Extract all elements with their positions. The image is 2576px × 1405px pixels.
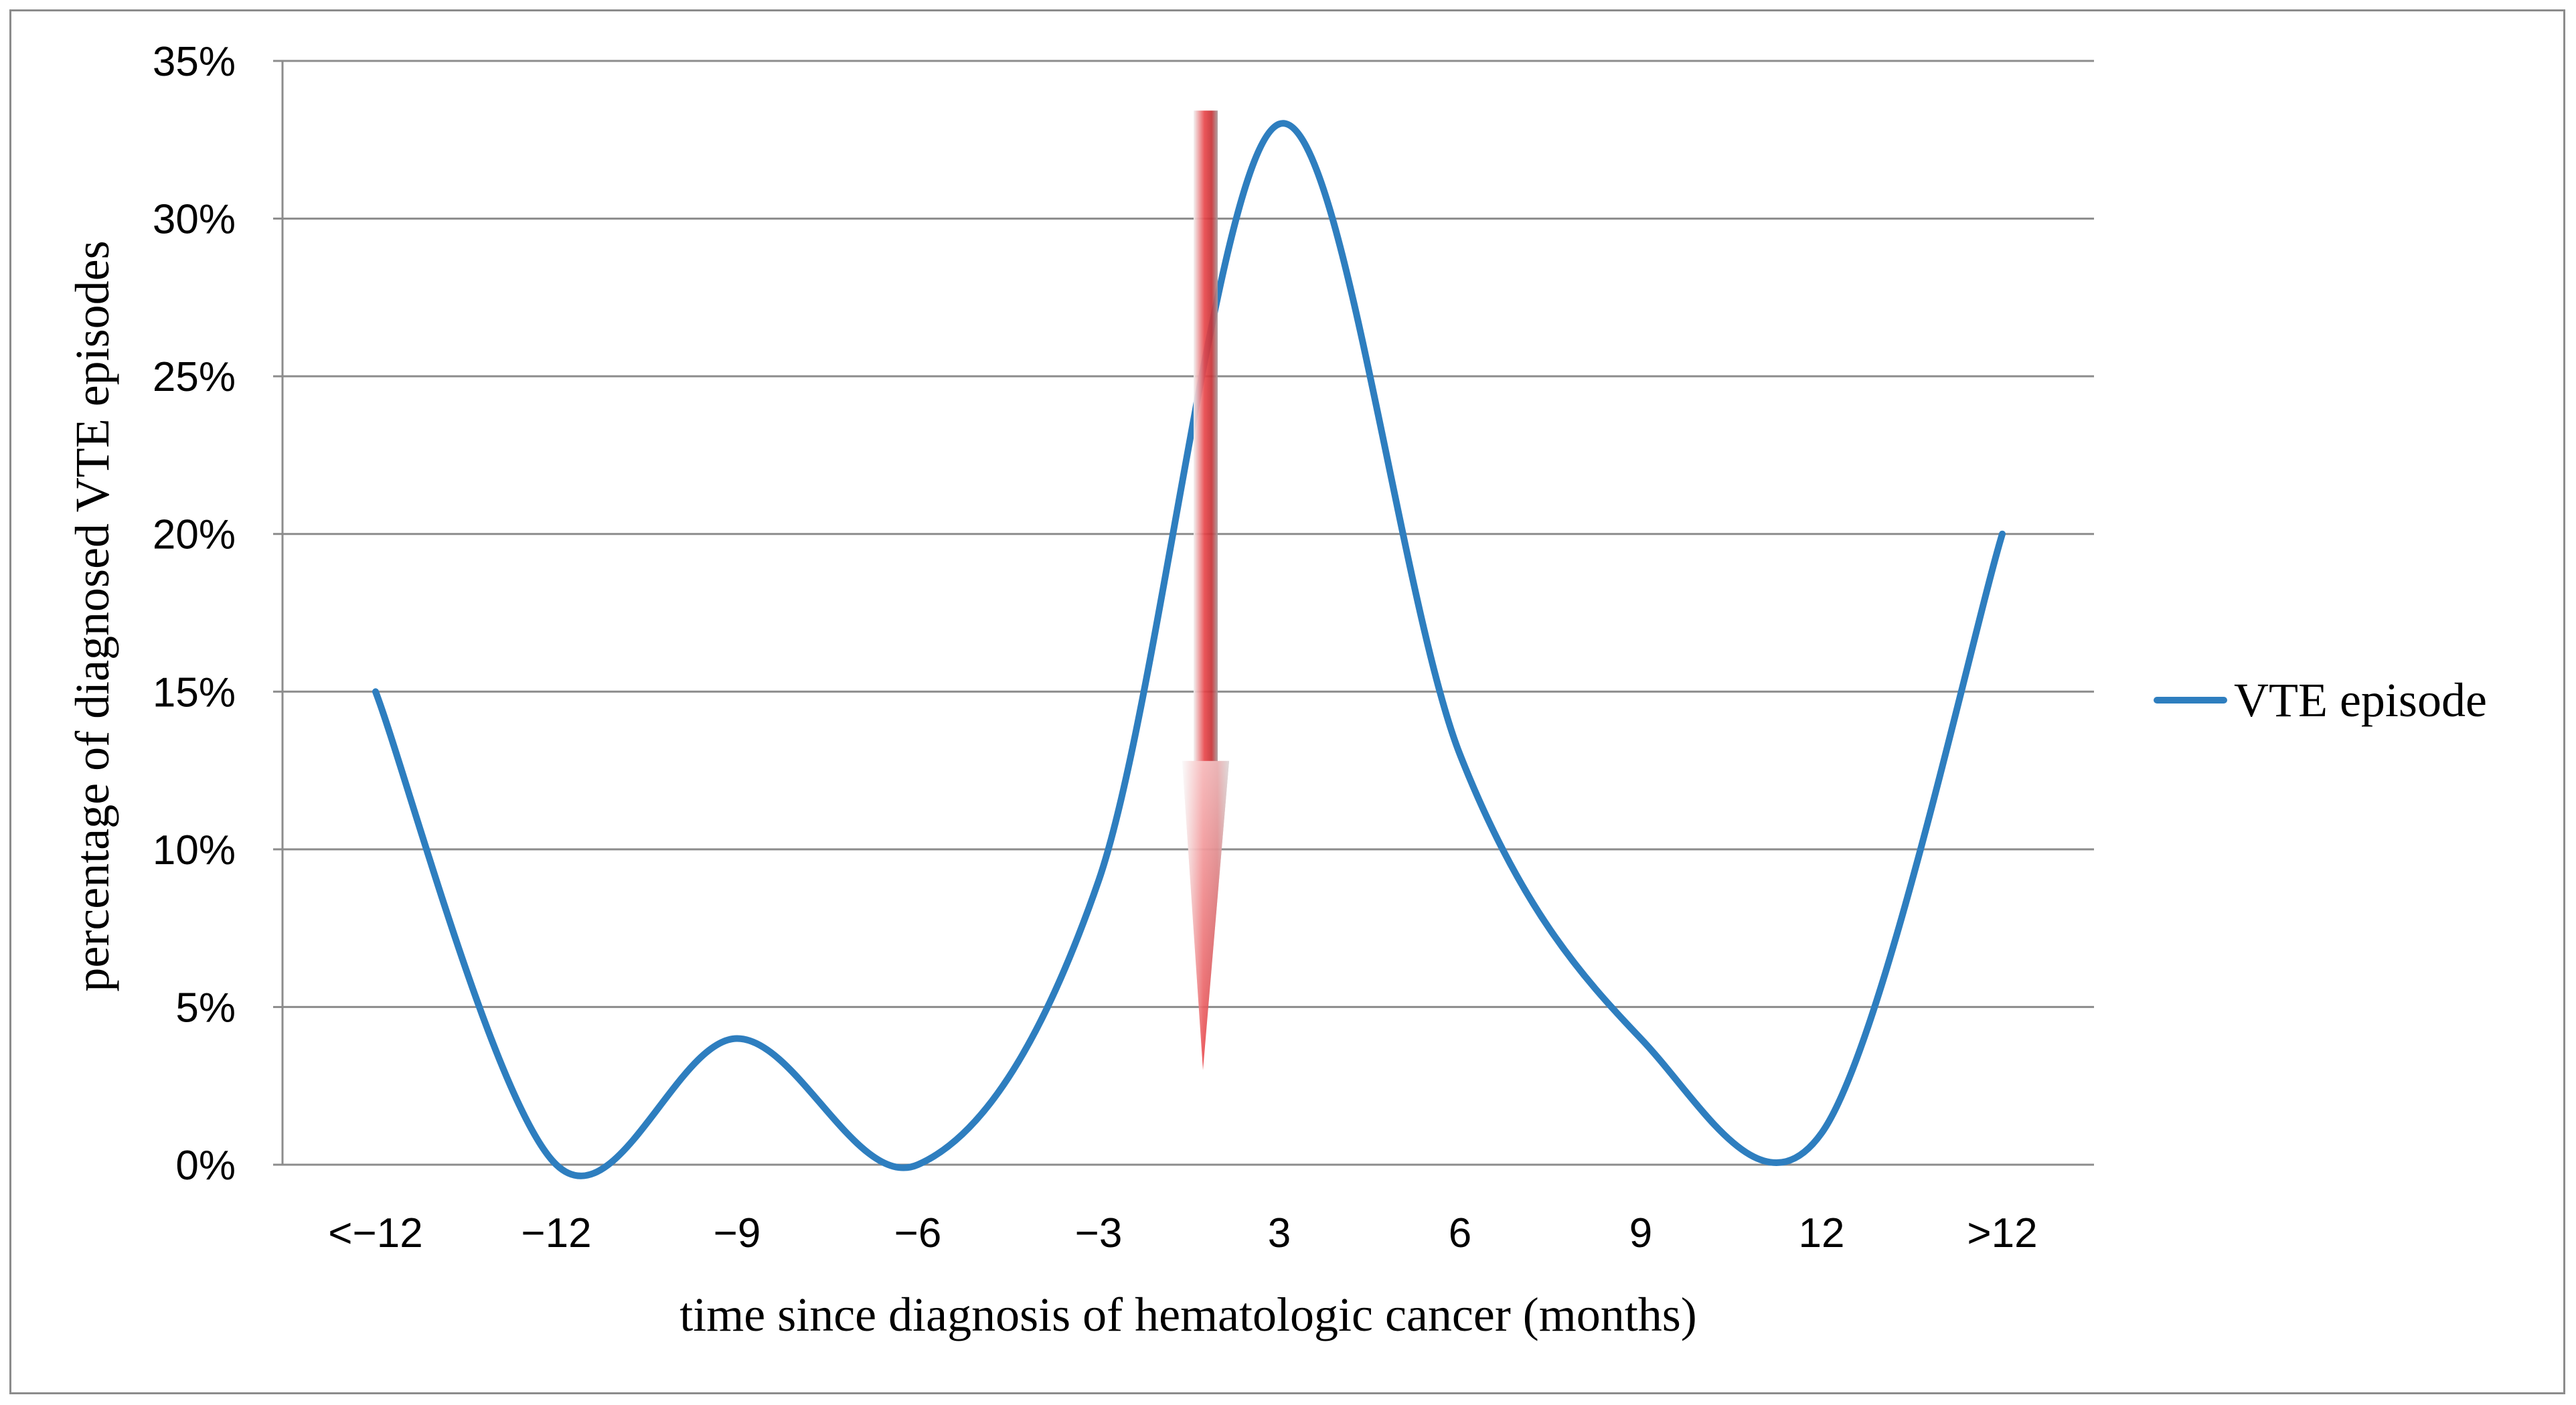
annotation-arrow-shaft — [1194, 110, 1218, 761]
y-tick-label: 5% — [175, 985, 236, 1031]
y-axis-ticks: 0% 5% 10% 15% 20% 25% 30% 35% — [153, 39, 236, 1189]
series-line-vte-episode — [372, 120, 2006, 1179]
annotation-arrow-head-shade — [1182, 760, 1229, 1070]
x-tick-label: −6 — [894, 1210, 942, 1256]
y-tick-label: 15% — [153, 669, 236, 716]
x-tick-label: 3 — [1268, 1210, 1291, 1256]
data-point — [1098, 880, 1099, 882]
y-tick-label: 25% — [153, 354, 236, 400]
x-axis-ticks: <−12 −12 −9 −6 −3 3 6 9 12 >12 — [328, 1210, 2037, 1256]
annotation-arrow — [1182, 110, 1229, 1070]
axes — [273, 60, 2094, 1166]
legend-label-vte-episode: VTE episode — [2234, 673, 2487, 727]
x-tick-label: −9 — [714, 1210, 761, 1256]
data-point — [375, 691, 376, 692]
data-point — [1459, 754, 1461, 756]
y-tick-label: 35% — [153, 39, 236, 85]
x-tick-label: >12 — [1967, 1210, 2037, 1256]
y-axis-title: percentage of diagnosed VTE episodes — [66, 240, 119, 991]
data-point — [556, 1164, 557, 1165]
series-layer — [372, 120, 2006, 1179]
chart-frame — [9, 9, 2565, 1394]
data-point — [2002, 533, 2003, 535]
x-tick-label: 12 — [1799, 1210, 1845, 1256]
x-axis-title: time since diagnosis of hematologic canc… — [679, 1288, 1697, 1341]
x-tick-label: 6 — [1449, 1210, 1471, 1256]
x-tick-label: −3 — [1075, 1210, 1123, 1256]
y-tick-label: 10% — [153, 827, 236, 874]
y-tick-label: 30% — [153, 197, 236, 243]
x-tick-label: 9 — [1629, 1210, 1652, 1256]
annotation-layer — [1182, 110, 1229, 1070]
gridlines — [283, 60, 2094, 1008]
x-tick-label: <−12 — [328, 1210, 422, 1256]
data-point — [917, 1164, 918, 1165]
data-point — [1279, 123, 1280, 125]
data-point — [1640, 1038, 1641, 1040]
x-tick-label: −12 — [521, 1210, 591, 1256]
y-tick-label: 0% — [175, 1143, 236, 1189]
y-tick-label: 20% — [153, 512, 236, 558]
data-point — [736, 1038, 738, 1040]
data-point — [1821, 1133, 1822, 1134]
legend: VTE episode — [2154, 673, 2487, 727]
